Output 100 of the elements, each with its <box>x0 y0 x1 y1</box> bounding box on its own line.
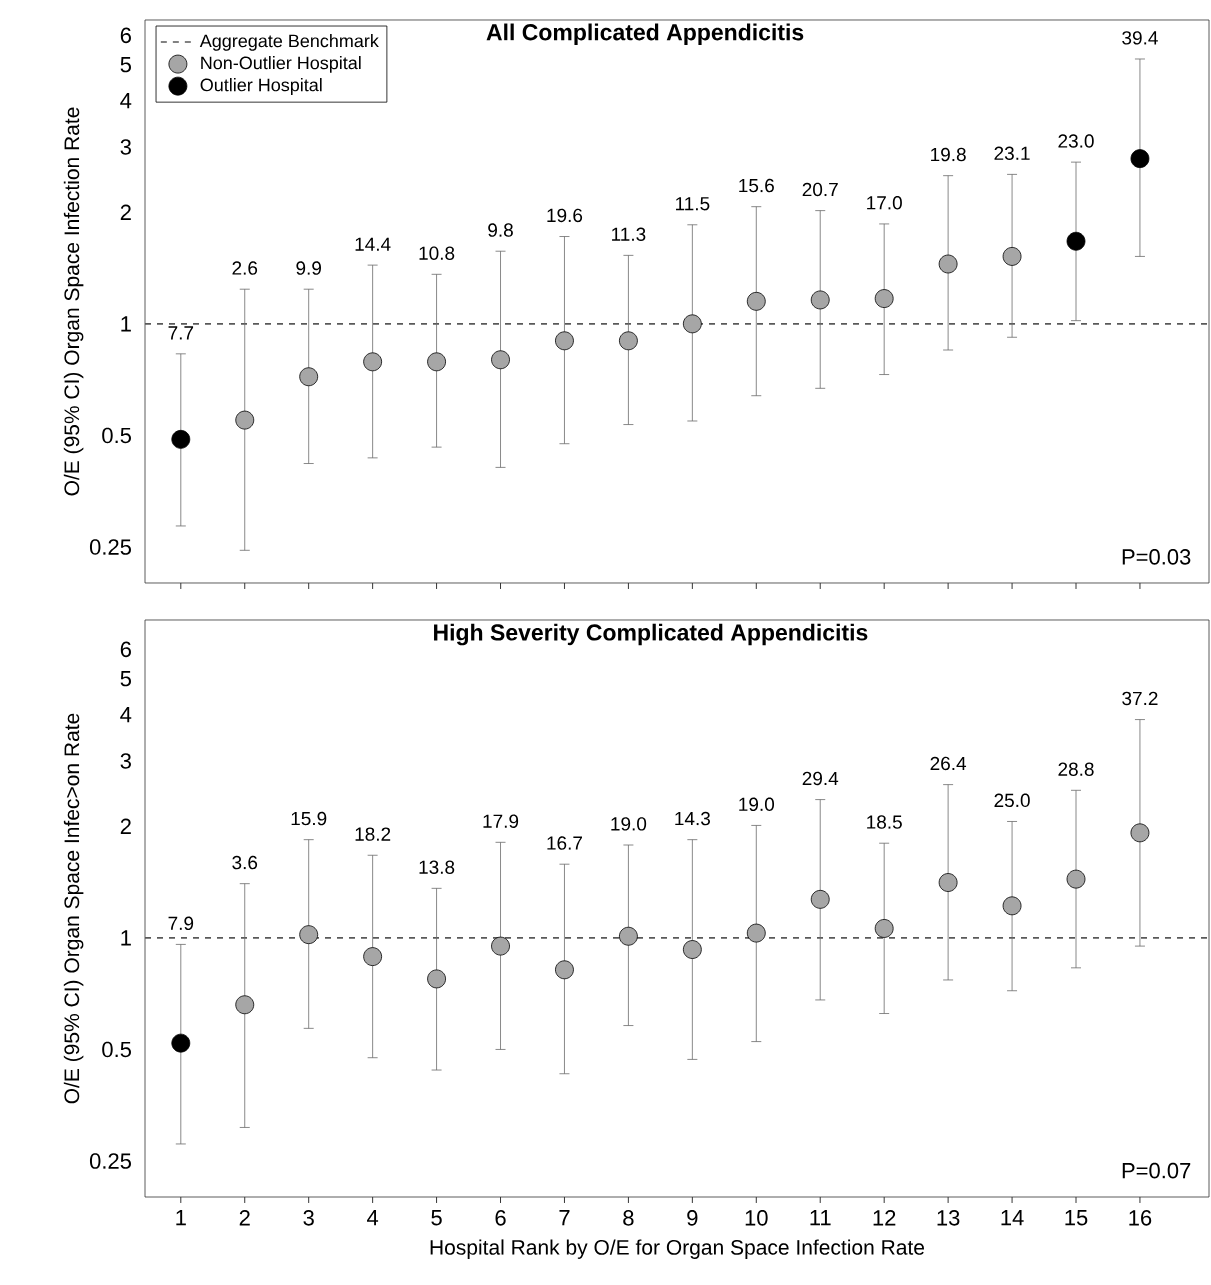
y-tick-label: 5 <box>120 671 131 687</box>
point <box>299 925 319 945</box>
point <box>810 290 830 310</box>
y-tick-label: 0.25 <box>89 1153 131 1169</box>
point <box>491 350 510 370</box>
legend-label: Outlier Hospital <box>200 78 322 95</box>
annotation: 11.5 <box>676 197 710 211</box>
x-tick-label: 6 <box>495 1210 506 1226</box>
y-tick-label: 4 <box>120 707 132 723</box>
x-tick-label: 7 <box>559 1210 570 1226</box>
annotation: 29.4 <box>802 771 839 786</box>
annotation: 25.0 <box>994 793 1030 808</box>
annotation: 9.9 <box>296 261 321 275</box>
point <box>746 291 766 311</box>
x-tick-label: 16 <box>1129 1210 1152 1226</box>
y-tick-label: 2 <box>120 204 131 220</box>
annotation: 17.9 <box>483 814 519 828</box>
y-tick-label: 3 <box>120 139 131 155</box>
y-tick-label: 5 <box>120 57 131 73</box>
y-tick-label: 0.25 <box>89 539 131 555</box>
y-tick-label: 1 <box>121 930 131 946</box>
y-tick-label: 6 <box>120 27 131 44</box>
y-tick-label: 1 <box>121 316 131 332</box>
legend-label: Aggregate Benchmark <box>199 34 379 51</box>
x-tick-label: 8 <box>623 1210 634 1226</box>
annotation: 37.2 <box>1122 691 1158 706</box>
x-tick-label: 13 <box>937 1210 960 1226</box>
x-tick-label: 1 <box>176 1210 186 1226</box>
point <box>363 947 383 967</box>
point <box>555 960 574 980</box>
chart-title: All Complicated Appendicitis <box>486 23 804 45</box>
annotation: 19.0 <box>611 817 647 831</box>
x-tick-label: 9 <box>687 1210 698 1226</box>
x-tick-label: 4 <box>367 1210 379 1226</box>
annotation: 13.8 <box>419 860 455 874</box>
point <box>235 995 255 1015</box>
point <box>1066 869 1086 889</box>
point <box>491 936 510 956</box>
annotation: 14.3 <box>675 811 710 826</box>
annotation: 15.6 <box>739 178 774 193</box>
annotation: P=0.07 <box>1122 1162 1191 1179</box>
annotation: 10.8 <box>419 246 455 260</box>
annotation: 18.2 <box>355 827 391 841</box>
annotation: 19.6 <box>547 208 583 223</box>
annotation: 16.7 <box>547 836 583 850</box>
x-tick-label: 3 <box>303 1210 314 1226</box>
annotation: 17.0 <box>867 196 902 210</box>
point <box>1130 823 1150 843</box>
x-tick-label: 14 <box>1001 1210 1024 1226</box>
x-tick-label: 11 <box>810 1210 831 1226</box>
point <box>363 352 383 372</box>
point <box>171 1033 191 1053</box>
y-axis-title: O/E (95% CI) Organ Space Infection Rate <box>63 107 84 496</box>
point <box>682 940 702 959</box>
annotation: 39.4 <box>1122 31 1158 45</box>
point <box>299 367 319 387</box>
x-tick-label: 10 <box>745 1210 768 1226</box>
point <box>874 289 894 308</box>
annotation: 28.8 <box>1058 762 1094 776</box>
point <box>427 352 446 372</box>
point <box>1130 149 1150 169</box>
point <box>938 873 958 892</box>
y-tick-label: 3 <box>120 753 131 769</box>
annotation: 23.0 <box>1058 134 1094 148</box>
annotation: 14.4 <box>355 237 391 251</box>
annotation: 7.9 <box>168 916 194 931</box>
y-tick-label: 0.5 <box>102 427 131 444</box>
annotation: 18.5 <box>867 815 902 829</box>
annotation: 9.8 <box>488 223 513 237</box>
annotation: 15.9 <box>291 811 327 826</box>
annotation: P=0.03 <box>1122 549 1191 565</box>
annotation: 3.6 <box>232 855 258 870</box>
y-axis-title: O/E (95% CI) Organ Space Infec>on Rate <box>63 713 84 1104</box>
point <box>746 923 766 943</box>
annotation: 20.7 <box>802 182 838 197</box>
point <box>171 429 191 449</box>
point <box>810 889 830 909</box>
y-tick-label: 2 <box>120 818 131 834</box>
point <box>1002 896 1022 916</box>
annotation: 7.7 <box>168 326 194 340</box>
x-tick-label: 15 <box>1065 1210 1088 1226</box>
point <box>938 254 958 274</box>
x-axis-title: Hospital Rank by O/E for Organ Space Infection Rate <box>430 1239 925 1259</box>
point <box>682 314 702 334</box>
point <box>235 410 255 430</box>
point <box>555 331 574 351</box>
chart-title: High Severity Complicated Appendicitis <box>434 623 868 646</box>
x-tick-label: 2 <box>239 1210 250 1226</box>
point <box>1002 247 1022 266</box>
y-tick-label: 6 <box>120 641 131 658</box>
y-tick-label: 0.5 <box>102 1041 131 1058</box>
y-tick-label: 4 <box>120 93 132 109</box>
point <box>427 969 446 989</box>
point <box>874 919 894 938</box>
x-tick-label: 12 <box>873 1210 896 1226</box>
annotation: 19.0 <box>739 797 775 812</box>
annotation: 23.1 <box>994 146 1030 160</box>
point <box>619 926 638 946</box>
annotation: 11.3 <box>612 227 646 241</box>
legend-label: Non-Outlier Hospital <box>201 56 361 73</box>
